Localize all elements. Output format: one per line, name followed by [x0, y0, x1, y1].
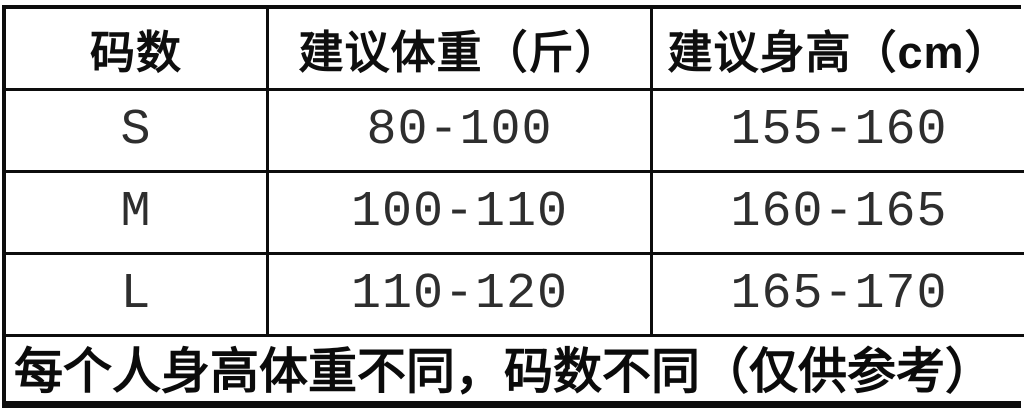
table-row-s-size: S — [6, 91, 269, 173]
table-row-s-height: 155-160 — [653, 91, 1024, 173]
header-weight-column: 建议体重（斤） — [269, 9, 653, 91]
table-row-m-size: M — [6, 173, 269, 255]
table-row-m-height: 160-165 — [653, 173, 1024, 255]
table-row-l-size: L — [6, 255, 269, 337]
header-height-column: 建议身高（cm） — [653, 9, 1024, 91]
header-size-column: 码数 — [6, 9, 269, 91]
table-row-l-weight: 110-120 — [269, 255, 653, 337]
size-chart-table: 码数 建议体重（斤） 建议身高（cm） S 80-100 155-160 M 1… — [2, 5, 1024, 408]
table-row-m-weight: 100-110 — [269, 173, 653, 255]
table-row-s-weight: 80-100 — [269, 91, 653, 173]
table-row-l-height: 165-170 — [653, 255, 1024, 337]
size-chart-footnote: 每个人身高体重不同，码数不同（仅供参考） — [14, 344, 995, 399]
